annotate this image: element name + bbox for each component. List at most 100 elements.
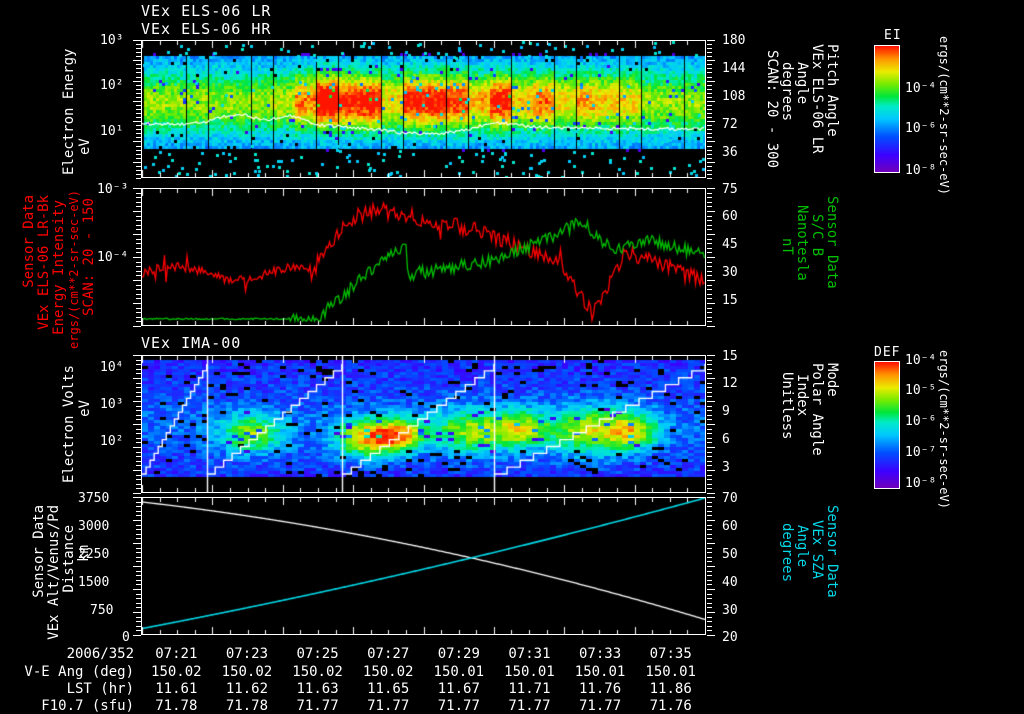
axis-tick — [136, 475, 141, 476]
panel1-y2label-3: degrees — [779, 62, 795, 122]
axis-tick — [707, 433, 712, 434]
axis-tick — [707, 109, 712, 110]
xaxis-time-5: 07:31 — [508, 646, 551, 662]
axis-tick — [707, 202, 712, 203]
axis-tick — [707, 475, 712, 476]
axis-tick — [133, 497, 141, 498]
axis-tick — [707, 438, 712, 439]
axis-tick — [136, 415, 141, 416]
table-cell-r2-c3: 71.77 — [367, 698, 410, 714]
axis-tick — [133, 303, 141, 304]
panel4-ylabel-2: Distance — [61, 525, 77, 593]
axis-tick — [136, 113, 141, 114]
axis-tick — [136, 456, 141, 457]
axis-tick — [707, 129, 712, 130]
altitude-sza-plot — [141, 497, 706, 635]
axis-tick — [133, 424, 141, 425]
table-cell-r1-c4: 11.67 — [437, 681, 480, 697]
xaxis-time-2: 07:25 — [296, 646, 339, 662]
table-cell-r2-c5: 71.77 — [508, 698, 551, 714]
axis-tick — [136, 252, 141, 253]
axis-tick — [707, 137, 712, 138]
axis-tick — [136, 298, 141, 299]
panel1-y2tick-0: 180 — [722, 33, 746, 48]
axis-tick — [136, 64, 141, 65]
colorbar-ei-unit: ergs/(cm**2-sr-sec-eV) — [937, 36, 951, 195]
axis-tick — [136, 484, 141, 485]
axis-tick — [133, 60, 141, 61]
axis-tick — [136, 387, 141, 388]
table-cell-r2-c4: 71.77 — [437, 698, 480, 714]
axis-tick — [707, 154, 712, 155]
axis-tick — [136, 125, 141, 126]
axis-tick — [707, 133, 712, 134]
axis-tick — [707, 419, 712, 420]
axis-tick — [707, 378, 715, 379]
axis-tick — [136, 598, 141, 599]
axis-tick — [136, 202, 141, 203]
axis-tick — [136, 580, 141, 581]
panel1-ytick-0: 10³ — [100, 33, 124, 48]
axis-tick — [133, 188, 141, 189]
panel3-y2label-2: Index — [794, 374, 810, 417]
axis-tick — [136, 465, 141, 466]
axis-tick — [707, 317, 712, 318]
axis-tick — [136, 56, 141, 57]
axis-tick — [136, 308, 141, 309]
axis-tick — [707, 280, 715, 281]
panel2-ylabel-4: SCAN: 20 - 150 — [81, 198, 97, 317]
axis-tick — [136, 243, 141, 244]
axis-tick — [136, 548, 141, 549]
axis-tick — [707, 617, 712, 618]
axis-tick — [136, 396, 141, 397]
axis-tick — [707, 635, 715, 636]
axis-tick — [707, 48, 712, 49]
axis-tick — [133, 121, 141, 122]
panel3-y2label-0: Mode — [824, 363, 840, 397]
panel1-ytick-2: 10¹ — [100, 124, 124, 139]
axis-tick — [136, 626, 141, 627]
axis-tick — [136, 117, 141, 118]
axis-tick — [136, 154, 141, 155]
axis-tick — [707, 561, 712, 562]
panel3-ytick-1: 10³ — [100, 397, 124, 412]
axis-tick — [707, 607, 712, 608]
axis-tick — [707, 266, 712, 267]
axis-tick — [707, 603, 712, 604]
axis-tick — [136, 438, 141, 439]
axis-tick — [707, 298, 712, 299]
axis-tick — [707, 548, 712, 549]
panel4-y2tick-4: 30 — [722, 603, 738, 618]
axis-tick — [136, 170, 141, 171]
axis-tick — [707, 40, 715, 41]
axis-tick — [136, 133, 141, 134]
axis-tick — [707, 488, 712, 489]
panel4-ylabel-0: Sensor Data — [31, 505, 47, 598]
axis-tick — [136, 105, 141, 106]
axis-tick — [707, 612, 715, 613]
axis-tick — [707, 410, 712, 411]
axis-tick — [133, 470, 141, 471]
axis-tick — [136, 239, 141, 240]
axis-tick — [707, 146, 712, 147]
panel3-y2tick-4: 3 — [722, 460, 730, 475]
axis-tick — [707, 285, 712, 286]
axis-tick — [707, 396, 712, 397]
axis-tick — [707, 594, 712, 595]
axis-tick — [136, 166, 141, 167]
axis-tick — [707, 442, 712, 443]
axis-tick — [133, 211, 141, 212]
axis-tick — [707, 580, 712, 581]
panel2-y2label-0: Sensor Data — [824, 196, 840, 289]
table-row-label-0: V-E Ang (deg) — [24, 664, 134, 680]
axis-tick — [707, 121, 715, 122]
panel2-ylabel-2: Energy Intensity — [51, 200, 67, 335]
axis-tick — [136, 506, 141, 507]
axis-tick — [136, 373, 141, 374]
table-cell-r2-c6: 71.77 — [578, 698, 622, 714]
axis-tick — [707, 321, 712, 322]
axis-tick — [707, 589, 715, 590]
xaxis-time-0: 07:21 — [155, 646, 198, 662]
axis-tick — [133, 543, 141, 544]
axis-tick — [136, 262, 141, 263]
